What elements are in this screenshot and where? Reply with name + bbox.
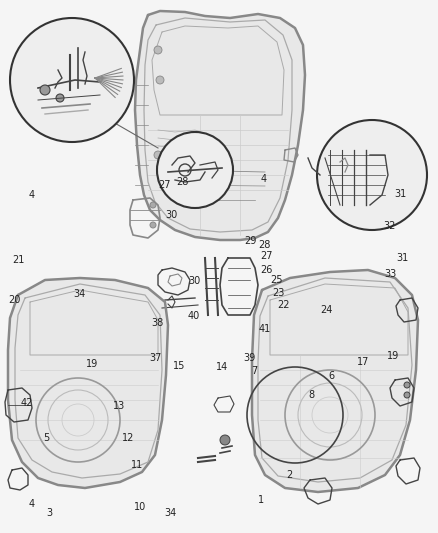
Text: 20: 20 <box>8 295 20 304</box>
Text: 37: 37 <box>149 353 162 363</box>
Text: 25: 25 <box>271 276 283 285</box>
Text: 30: 30 <box>189 277 201 286</box>
Text: 40: 40 <box>187 311 200 320</box>
Circle shape <box>220 435 230 445</box>
Polygon shape <box>135 11 305 240</box>
Text: 33: 33 <box>385 269 397 279</box>
Circle shape <box>56 94 64 102</box>
Text: 3: 3 <box>46 508 52 518</box>
Circle shape <box>40 85 50 95</box>
Text: 4: 4 <box>28 190 35 200</box>
Text: 23: 23 <box>272 288 284 298</box>
Circle shape <box>154 151 162 159</box>
Text: 7: 7 <box>251 366 257 376</box>
Text: 34: 34 <box>74 289 86 299</box>
Text: 39: 39 <box>244 353 256 363</box>
Text: 19: 19 <box>387 351 399 361</box>
Text: 12: 12 <box>122 433 134 443</box>
Text: 21: 21 <box>12 255 25 265</box>
Circle shape <box>404 382 410 388</box>
Circle shape <box>317 120 427 230</box>
Text: 34: 34 <box>165 508 177 518</box>
Text: 8: 8 <box>308 391 314 400</box>
Text: 26: 26 <box>260 265 272 274</box>
Circle shape <box>10 18 134 142</box>
Text: 10: 10 <box>134 503 146 512</box>
Text: 4: 4 <box>261 174 267 184</box>
Text: 19: 19 <box>86 359 98 368</box>
Text: 4: 4 <box>28 499 35 508</box>
Text: 31: 31 <box>396 253 408 263</box>
Circle shape <box>404 392 410 398</box>
Text: 5: 5 <box>43 433 49 443</box>
Text: 11: 11 <box>131 460 143 470</box>
Circle shape <box>150 202 156 208</box>
Text: 17: 17 <box>357 358 369 367</box>
Text: 24: 24 <box>320 305 332 315</box>
Polygon shape <box>252 270 418 492</box>
Circle shape <box>157 132 233 208</box>
Text: 13: 13 <box>113 401 125 411</box>
Text: 27: 27 <box>260 251 272 261</box>
Text: 1: 1 <box>258 495 264 505</box>
Text: 27: 27 <box>158 181 170 190</box>
Text: 2: 2 <box>286 471 292 480</box>
Circle shape <box>150 222 156 228</box>
Text: 22: 22 <box>278 300 290 310</box>
Text: 6: 6 <box>328 372 334 381</box>
Text: 41: 41 <box>259 325 271 334</box>
Circle shape <box>156 76 164 84</box>
Text: 28: 28 <box>258 240 271 250</box>
Text: 14: 14 <box>216 362 229 372</box>
Text: 32: 32 <box>384 221 396 231</box>
Text: 31: 31 <box>395 189 407 199</box>
Text: 15: 15 <box>173 361 185 370</box>
Circle shape <box>154 46 162 54</box>
Text: 30: 30 <box>166 211 178 220</box>
Text: 42: 42 <box>21 398 33 408</box>
Polygon shape <box>8 278 168 488</box>
Text: 38: 38 <box>152 318 164 328</box>
Text: 29: 29 <box>244 236 257 246</box>
Text: 28: 28 <box>176 177 188 187</box>
